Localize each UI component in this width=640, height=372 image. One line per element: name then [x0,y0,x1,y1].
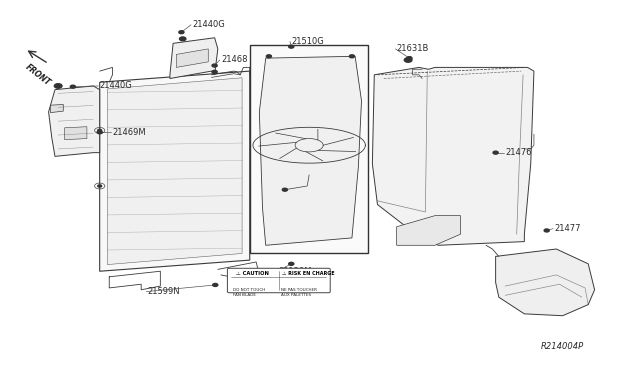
Text: 21468: 21468 [221,55,248,64]
Polygon shape [49,86,100,156]
Circle shape [70,85,76,88]
Circle shape [266,55,271,58]
Text: NE PAS TOUCHER
AUX PALETTES: NE PAS TOUCHER AUX PALETTES [282,288,317,296]
Polygon shape [170,38,218,78]
Circle shape [493,151,498,154]
Circle shape [404,58,412,62]
Text: 21510G: 21510G [291,37,324,46]
Bar [250,45,368,253]
Polygon shape [495,249,595,316]
Polygon shape [176,49,208,67]
Text: FRONT: FRONT [24,62,52,87]
Polygon shape [372,67,534,245]
Polygon shape [100,71,250,271]
Circle shape [289,45,294,48]
Circle shape [179,31,184,34]
Polygon shape [397,216,461,245]
Circle shape [282,188,287,191]
FancyBboxPatch shape [227,268,330,293]
Circle shape [98,185,102,187]
Text: ⚠ CAUTION: ⚠ CAUTION [236,271,269,276]
Text: 92120M: 92120M [278,267,312,276]
Text: 21599N: 21599N [148,287,180,296]
Circle shape [180,37,185,40]
Polygon shape [65,127,87,140]
Circle shape [289,262,294,265]
Polygon shape [259,56,362,245]
Circle shape [56,86,60,88]
Text: 21476: 21476 [505,148,532,157]
Circle shape [407,57,412,60]
Circle shape [212,283,218,286]
Text: 21440G: 21440G [192,20,225,29]
Circle shape [349,55,355,58]
Circle shape [212,64,217,67]
Polygon shape [108,78,242,264]
Circle shape [406,59,410,61]
Circle shape [544,229,549,232]
Circle shape [179,37,186,41]
Circle shape [54,84,62,88]
Circle shape [97,131,102,134]
Text: ⚠ RISK EN CHARGE: ⚠ RISK EN CHARGE [282,271,335,276]
Circle shape [212,70,217,73]
Text: DO NOT TOUCH
FAN BLADE: DO NOT TOUCH FAN BLADE [232,288,265,296]
Text: 21469M: 21469M [113,128,146,137]
Text: 21440G: 21440G [100,81,132,90]
Text: 21477: 21477 [554,224,581,233]
Text: 21631B: 21631B [397,44,429,53]
Polygon shape [51,105,63,113]
Circle shape [98,129,102,132]
Text: R214004P: R214004P [540,341,584,350]
